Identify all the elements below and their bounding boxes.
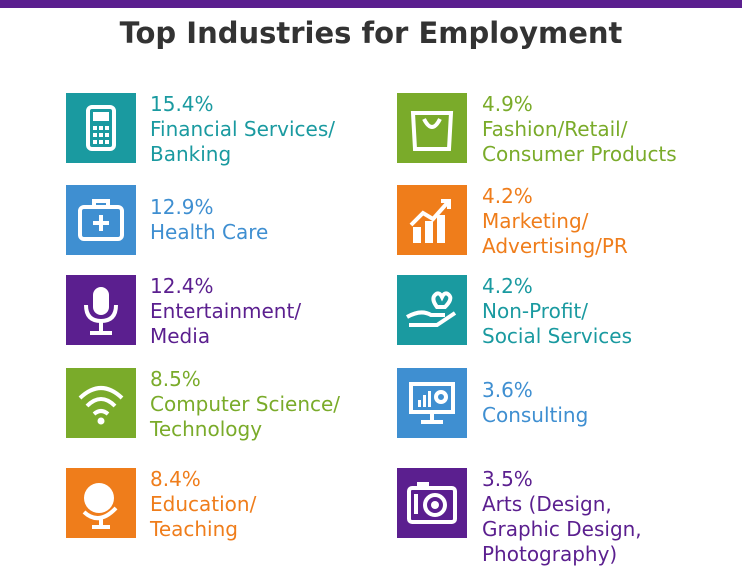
percent: 4.2% <box>482 274 533 298</box>
industry-icon <box>397 275 467 345</box>
percent: 3.6% <box>482 378 533 402</box>
industry-label: Consulting <box>482 403 589 427</box>
top-bar <box>0 0 742 8</box>
industry-label: Consumer Products <box>482 142 677 166</box>
industry-icon <box>397 93 467 163</box>
icon-graphic <box>409 199 451 243</box>
industry-icon <box>397 185 467 255</box>
industry-label: Entertainment/ <box>150 299 302 323</box>
icon-graphic <box>78 199 124 241</box>
industry-icon <box>397 468 467 538</box>
industry-label: Health Care <box>150 220 269 244</box>
industry-icon <box>66 368 136 438</box>
icon-graphic <box>78 386 124 425</box>
icon-graphic <box>84 287 118 335</box>
percent: 3.5% <box>482 467 533 491</box>
industry-label: Technology <box>150 417 263 441</box>
icon-graphic <box>409 382 455 424</box>
industry-label: Non-Profit/ <box>482 299 588 323</box>
industry-label: Financial Services/ <box>150 117 336 141</box>
industry-label: Teaching <box>150 517 238 541</box>
percent: 15.4% <box>150 92 214 116</box>
title: Top Industries for Employment <box>119 16 623 50</box>
industry-icon <box>397 368 467 438</box>
industry-label: Computer Science/ <box>150 392 341 416</box>
icon-graphic <box>407 482 457 524</box>
industry-label: Advertising/PR <box>482 234 628 258</box>
industry-label: Photography) <box>482 542 618 566</box>
percent: 12.4% <box>150 274 214 298</box>
icon-graphic <box>86 105 116 151</box>
icon-graphic <box>82 483 118 529</box>
icon-graphic <box>406 291 457 327</box>
industry-icon <box>66 185 136 255</box>
percent: 4.2% <box>482 184 533 208</box>
industry-label: Graphic Design, <box>482 517 642 541</box>
industry-label: Arts (Design, <box>482 492 612 516</box>
industry-label: Marketing/ <box>482 209 589 233</box>
industry-label: Banking <box>150 142 232 166</box>
industry-icon <box>66 468 136 538</box>
industry-label: Social Services <box>482 324 632 348</box>
industry-label: Fashion/Retail/ <box>482 117 628 141</box>
icon-graphic <box>410 111 454 151</box>
industry-label: Education/ <box>150 492 257 516</box>
percent: 12.9% <box>150 195 214 219</box>
industry-icon <box>66 93 136 163</box>
percent: 8.5% <box>150 367 201 391</box>
industry-label: Media <box>150 324 211 348</box>
percent: 4.9% <box>482 92 533 116</box>
industry-icon <box>66 275 136 345</box>
percent: 8.4% <box>150 467 201 491</box>
